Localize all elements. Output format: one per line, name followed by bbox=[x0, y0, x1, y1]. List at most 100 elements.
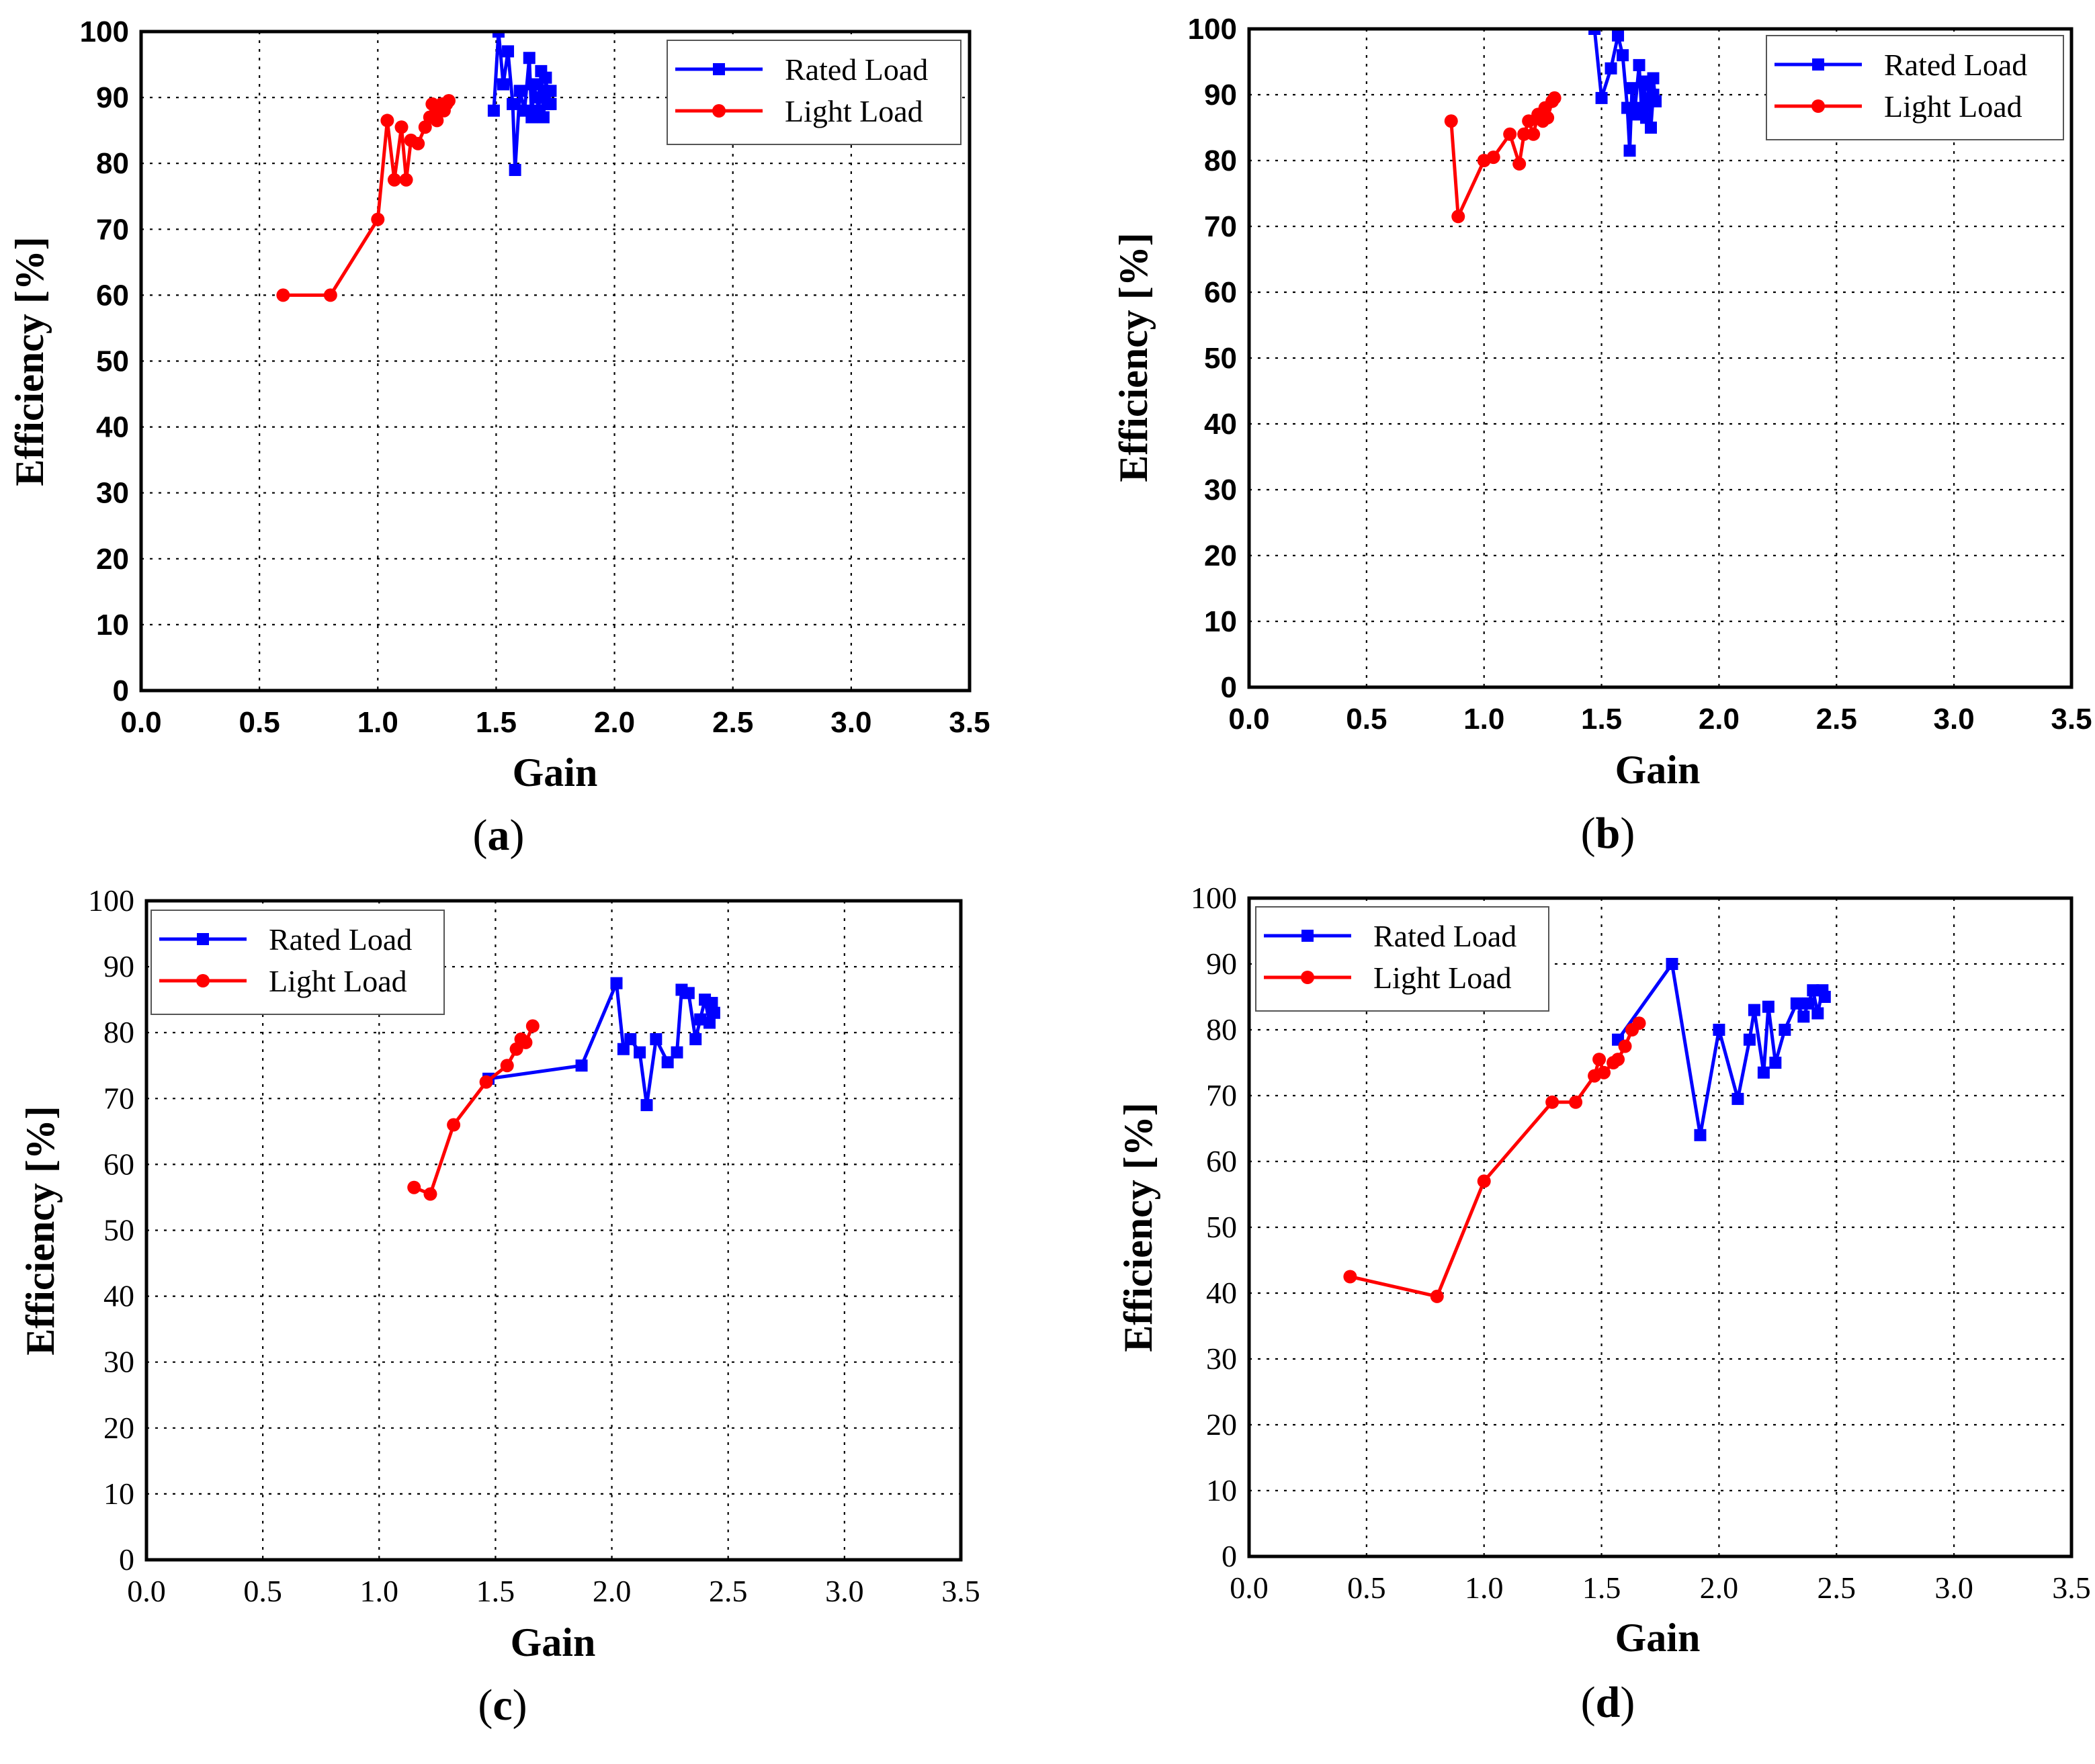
legend-box bbox=[1255, 906, 1549, 1012]
legend-label: Rated Load bbox=[1373, 919, 1516, 953]
data-point-square bbox=[502, 45, 515, 58]
legend-circle-marker bbox=[196, 974, 210, 987]
y-tick-label: 20 bbox=[103, 1411, 134, 1445]
data-point-circle bbox=[1611, 1053, 1625, 1067]
data-point-circle bbox=[1503, 127, 1517, 141]
data-point-square bbox=[634, 1046, 646, 1059]
x-tick-label: 1.5 bbox=[1581, 703, 1622, 736]
y-tick-label: 100 bbox=[80, 15, 129, 48]
x-tick-label: 1.0 bbox=[1465, 1571, 1504, 1605]
data-point-square bbox=[640, 1099, 653, 1112]
legend-label: Rated Load bbox=[269, 922, 412, 957]
y-axis-title: Efficiency [%] bbox=[7, 236, 52, 486]
x-tick-label: 0.5 bbox=[1346, 703, 1387, 736]
data-point-square bbox=[1623, 144, 1636, 157]
data-point-circle bbox=[1632, 1016, 1646, 1030]
series-light-load bbox=[1444, 91, 1562, 224]
y-tick-label: 70 bbox=[103, 1081, 134, 1115]
data-point-square bbox=[497, 78, 509, 91]
y-tick-label: 70 bbox=[1204, 210, 1237, 243]
data-point-circle bbox=[1569, 1095, 1583, 1109]
data-point-circle bbox=[1618, 1039, 1632, 1053]
data-point-circle bbox=[1597, 1065, 1611, 1079]
data-point-square bbox=[650, 1033, 662, 1046]
series-rated-load bbox=[1588, 29, 1662, 157]
data-point-circle bbox=[525, 1019, 540, 1033]
y-tick-label: 10 bbox=[1204, 605, 1237, 638]
x-tick-label: 0.5 bbox=[243, 1574, 282, 1608]
plot-frame bbox=[1247, 27, 2073, 689]
series-light-load bbox=[276, 94, 456, 302]
legend-box bbox=[667, 40, 961, 145]
data-point-circle bbox=[276, 288, 290, 302]
data-point-circle bbox=[1512, 157, 1527, 171]
legend-label: Light Load bbox=[269, 964, 407, 998]
data-point-square bbox=[1617, 49, 1629, 62]
data-point-circle bbox=[1527, 127, 1541, 141]
y-tick-label: 50 bbox=[96, 345, 129, 378]
y-tick-label: 10 bbox=[1206, 1473, 1237, 1507]
x-tick-label: 3.5 bbox=[949, 706, 990, 739]
data-point-circle bbox=[519, 1035, 533, 1049]
y-tick-label: 60 bbox=[1206, 1144, 1237, 1178]
data-point-square bbox=[610, 977, 623, 989]
panel-caption: (b) bbox=[1581, 809, 1635, 858]
y-tick-label: 40 bbox=[103, 1279, 134, 1313]
chart-panel-d: 0.0 0.5 1.0 1.5 2.0 2.5 3.0 3.5 0 10 20 30 40 50 60 70 8… bbox=[1116, 881, 2091, 1727]
data-point-circle bbox=[1451, 210, 1465, 224]
y-tick-label: 40 bbox=[1206, 1276, 1237, 1310]
data-point-square bbox=[537, 111, 550, 124]
y-tick-label: 80 bbox=[1206, 1012, 1237, 1047]
data-point-square bbox=[694, 1013, 707, 1026]
x-tick-label: 0.5 bbox=[239, 706, 280, 739]
x-axis-title: Gain bbox=[1615, 748, 1701, 792]
data-point-square bbox=[1612, 29, 1625, 42]
data-point-square bbox=[523, 52, 536, 64]
y-tick-label: 0 bbox=[113, 674, 129, 707]
x-tick-label: 2.0 bbox=[1699, 703, 1740, 736]
data-point-circle bbox=[371, 212, 385, 226]
data-point-square bbox=[1731, 1092, 1744, 1105]
x-tick-label: 1.5 bbox=[476, 1574, 515, 1608]
legend-label: Light Load bbox=[785, 94, 923, 128]
data-point-square bbox=[708, 1006, 720, 1019]
y-tick-label: 60 bbox=[1204, 276, 1237, 309]
legend-label: Rated Load bbox=[1884, 48, 2027, 82]
y-tick-label: 70 bbox=[1206, 1078, 1237, 1112]
y-tick-label: 90 bbox=[1204, 79, 1237, 112]
data-point-square bbox=[575, 1059, 588, 1072]
data-point-circle bbox=[1522, 114, 1536, 128]
data-point-square bbox=[544, 97, 557, 110]
y-tick-label: 0 bbox=[1221, 671, 1237, 704]
y-tick-label: 50 bbox=[1204, 342, 1237, 375]
x-tick-label: 0.0 bbox=[1230, 1571, 1269, 1605]
data-point-square bbox=[1645, 122, 1658, 134]
y-tick-label: 60 bbox=[103, 1147, 134, 1181]
data-point-square bbox=[509, 164, 521, 177]
y-tick-label: 0 bbox=[119, 1542, 134, 1577]
data-point-square bbox=[1635, 101, 1648, 114]
legend-box bbox=[1766, 35, 2064, 140]
data-point-square bbox=[1757, 1066, 1770, 1079]
y-tick-label: 20 bbox=[1206, 1407, 1237, 1442]
data-point-square bbox=[706, 997, 718, 1010]
data-point-circle bbox=[479, 1075, 493, 1089]
data-point-circle bbox=[1477, 1174, 1491, 1188]
y-tick-label: 80 bbox=[1204, 144, 1237, 177]
x-tick-label: 2.5 bbox=[1818, 1571, 1856, 1605]
y-tick-label: 20 bbox=[1204, 539, 1237, 572]
y-tick-label: 10 bbox=[103, 1476, 134, 1511]
y-tick-label: 70 bbox=[96, 213, 129, 246]
data-point-square bbox=[661, 1056, 674, 1069]
data-point-circle bbox=[1430, 1289, 1444, 1303]
panel-caption-letter: c bbox=[493, 1681, 512, 1730]
x-tick-label: 2.0 bbox=[1700, 1571, 1739, 1605]
data-point-circle bbox=[323, 288, 337, 302]
legend-square-marker bbox=[1301, 930, 1314, 942]
data-point-square bbox=[1694, 1129, 1707, 1141]
legend-square-marker bbox=[197, 933, 209, 945]
y-tick-label: 60 bbox=[96, 279, 129, 312]
data-point-circle bbox=[411, 136, 425, 150]
x-tick-label: 2.5 bbox=[709, 1574, 748, 1608]
